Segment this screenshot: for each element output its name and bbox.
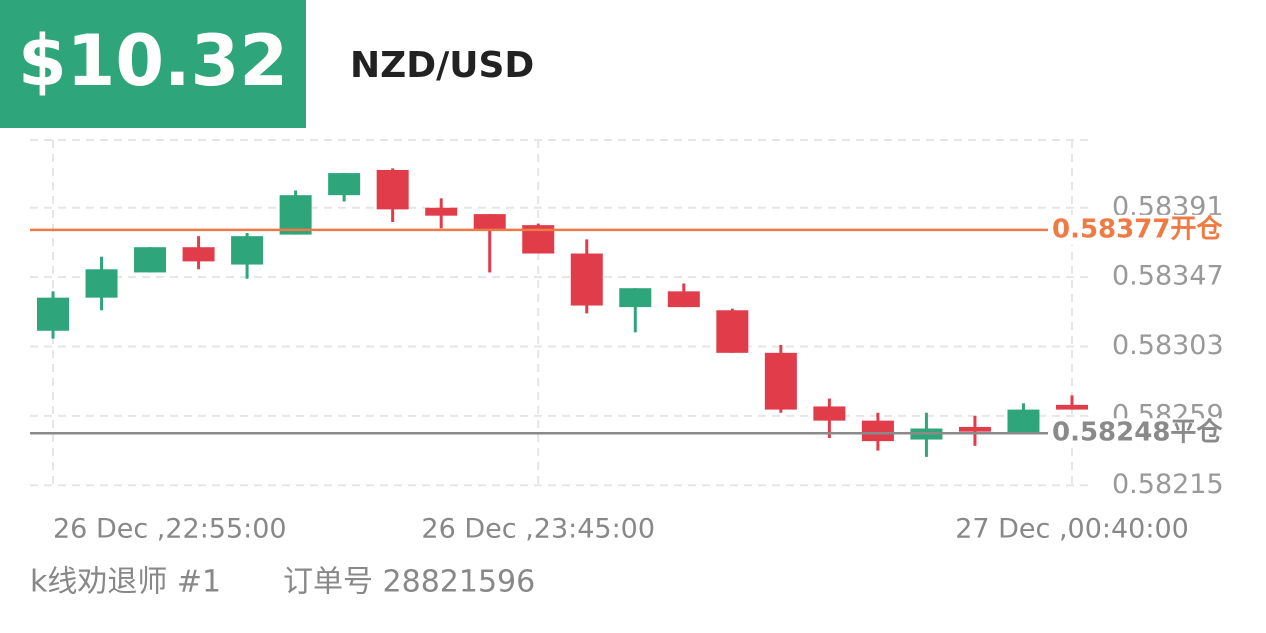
candle-body (85, 269, 118, 298)
price: $10.32 (18, 20, 288, 102)
reference-label-bg (1050, 214, 1230, 245)
y-tick-label: 0.58347 (1112, 261, 1224, 292)
candle-body (619, 288, 652, 308)
reference-label: 0.58248平仓 (1052, 417, 1223, 448)
candle-body (1007, 409, 1040, 434)
candle-body (37, 297, 69, 331)
y-tick-label: 0.58303 (1112, 330, 1224, 361)
candle-body (279, 195, 312, 235)
reference-label: 0.58377开仓 (1052, 213, 1223, 244)
candle-body (182, 247, 215, 262)
order-number: 订单号 28821596 (283, 565, 535, 600)
candle-body (667, 291, 700, 308)
x-tick-label: 26 Dec ,22:55:00 (53, 514, 287, 545)
candle-body (328, 173, 361, 196)
x-tick-label: 26 Dec ,23:45:00 (421, 514, 655, 545)
candle-body (716, 310, 749, 353)
candle-body (376, 169, 409, 210)
x-tick-label: 27 Dec ,00:40:00 (955, 514, 1189, 545)
y-tick-label: 0.58215 (1112, 469, 1224, 500)
candle-body (473, 214, 506, 230)
candle-body (570, 253, 603, 306)
candle-body (134, 247, 167, 273)
price-badge (0, 0, 306, 128)
candle-body (813, 406, 846, 421)
candle-body (231, 236, 264, 265)
author: k线劝退师 #1 (30, 565, 221, 600)
candle-body (861, 420, 894, 442)
candle-body (764, 352, 797, 410)
symbol: NZD/USD (350, 45, 534, 86)
candle-body (1056, 404, 1088, 410)
candle-body (425, 207, 458, 216)
reference-label-bg (1050, 418, 1230, 449)
candle-body (958, 426, 991, 432)
